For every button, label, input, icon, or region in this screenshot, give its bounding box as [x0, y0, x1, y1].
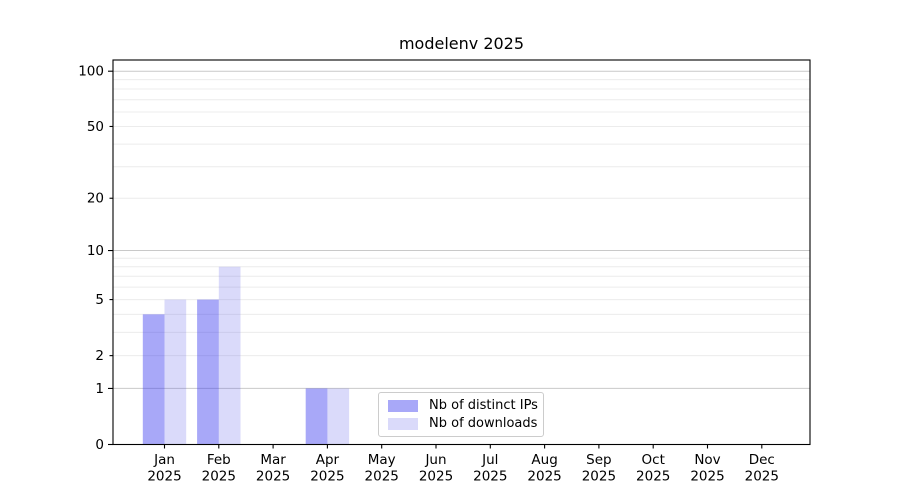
y-tick-label: 50 — [87, 119, 104, 135]
bar-distinct-ips-apr — [305, 388, 328, 445]
x-tick-label-year: 2025 — [202, 469, 236, 485]
y-tick-label: 5 — [95, 292, 104, 308]
x-tick-label-month: Aug — [531, 452, 557, 468]
y-tick-label: 1 — [95, 381, 104, 397]
x-tick-label-year: 2025 — [527, 469, 561, 485]
x-tick-label-month: Nov — [694, 452, 720, 468]
x-tick-label-year: 2025 — [636, 469, 670, 485]
legend-label-downloads: Nb of downloads — [429, 415, 538, 431]
x-tick-label-year: 2025 — [745, 469, 779, 485]
legend-item-distinct-ips: Nb of distinct IPs — [388, 397, 538, 413]
x-tick-label-month: Jan — [153, 452, 175, 468]
y-tick-label: 100 — [78, 64, 104, 80]
bar-downloads-jan — [164, 299, 187, 445]
y-tick-label: 20 — [87, 191, 104, 207]
x-tick-label-month: Mar — [260, 452, 286, 468]
legend: Nb of distinct IPs Nb of downloads — [378, 392, 544, 437]
bar-distinct-ips-jan — [142, 314, 165, 445]
legend-item-downloads: Nb of downloads — [388, 415, 538, 431]
x-tick-label-month: May — [368, 452, 396, 468]
y-tick-label: 10 — [87, 243, 104, 259]
bar-downloads-feb — [218, 266, 241, 445]
bar-distinct-ips-feb — [197, 299, 219, 445]
bar-downloads-apr — [327, 388, 350, 445]
x-tick-label-year: 2025 — [582, 469, 616, 485]
x-tick-label-month: Jul — [481, 452, 498, 468]
x-tick-label-year: 2025 — [310, 469, 344, 485]
x-tick-label-month: Jun — [424, 452, 446, 468]
y-tick-label: 2 — [95, 348, 104, 364]
legend-swatch-downloads-icon — [388, 417, 418, 430]
x-tick-label-year: 2025 — [473, 469, 507, 485]
x-tick-label-month: Sep — [586, 452, 611, 468]
axes-spines — [112, 59, 811, 446]
x-tick-label-year: 2025 — [419, 469, 453, 485]
x-tick-label-year: 2025 — [256, 469, 290, 485]
x-tick-label-year: 2025 — [147, 469, 181, 485]
x-tick-label-month: Dec — [749, 452, 775, 468]
x-tick-label-month: Feb — [207, 452, 231, 468]
y-tick-label: 0 — [95, 437, 104, 453]
x-tick-label-month: Oct — [642, 452, 665, 468]
chart-title: modelenv 2025 — [398, 34, 525, 53]
legend-label-distinct-ips: Nb of distinct IPs — [429, 397, 538, 413]
legend-swatch-distinct-ips-icon — [388, 399, 418, 412]
x-tick-label-month: Apr — [316, 452, 340, 468]
x-tick-label-year: 2025 — [690, 469, 724, 485]
x-tick-label-year: 2025 — [365, 469, 399, 485]
